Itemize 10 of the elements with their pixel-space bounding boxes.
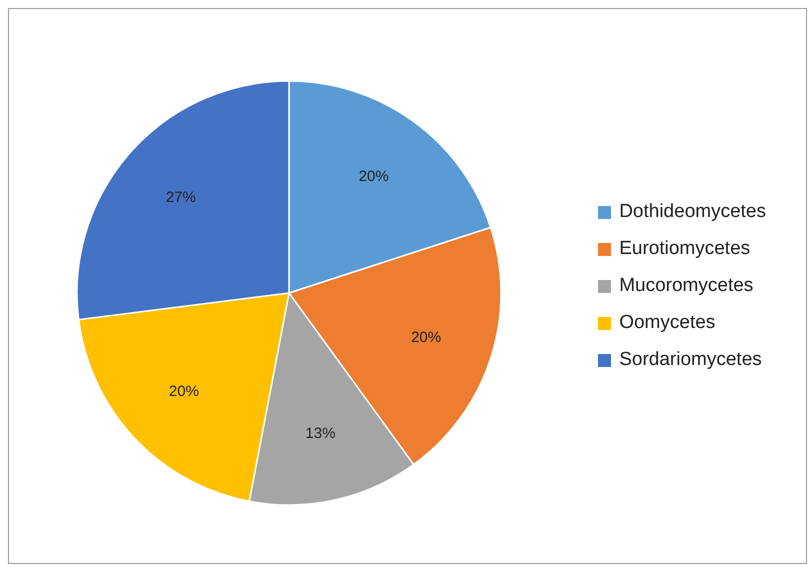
data-label: 27% (166, 189, 196, 206)
legend-label: Dothideomycetes (619, 200, 766, 222)
legend-label: Sordariomycetes (619, 348, 762, 370)
data-label: 20% (358, 168, 389, 185)
data-label: 20% (168, 383, 199, 400)
legend-label: Eurotiomycetes (619, 238, 750, 258)
legend-label: Oomycetes (619, 312, 716, 332)
data-label: 20% (411, 329, 442, 346)
data-label: 13% (305, 425, 336, 442)
legend-label: Mucoromycetes (619, 274, 754, 296)
